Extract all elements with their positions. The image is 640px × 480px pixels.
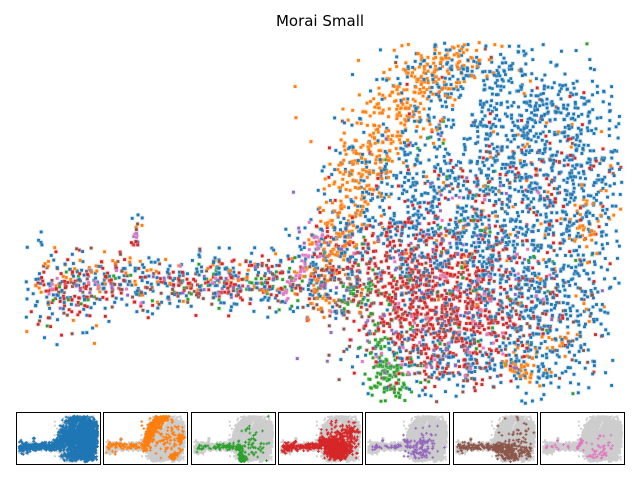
thumbnail-panel-cluster-4 xyxy=(277,412,363,465)
thumbnail-canvas-cluster-5 xyxy=(366,413,450,464)
thumbnail-panel-cluster-7 xyxy=(539,412,625,465)
plot-title: Morai Small xyxy=(275,12,365,30)
thumbnail-canvas-cluster-1 xyxy=(17,413,100,464)
thumbnail-canvas-cluster-3 xyxy=(191,413,275,464)
thumbnail-panel-cluster-2 xyxy=(103,412,189,465)
thumbnail-canvas-cluster-7 xyxy=(540,413,624,464)
thumbnail-panel-cluster-3 xyxy=(190,412,276,465)
thumbnail-panel-cluster-5 xyxy=(365,412,451,465)
thumbnail-canvas-cluster-6 xyxy=(453,413,537,464)
thumbnail-canvas-cluster-2 xyxy=(104,413,188,464)
thumbnail-panel-cluster-6 xyxy=(452,412,538,465)
thumbnail-panel-cluster-1 xyxy=(16,412,101,465)
thumbnail-canvas-cluster-4 xyxy=(278,413,362,464)
